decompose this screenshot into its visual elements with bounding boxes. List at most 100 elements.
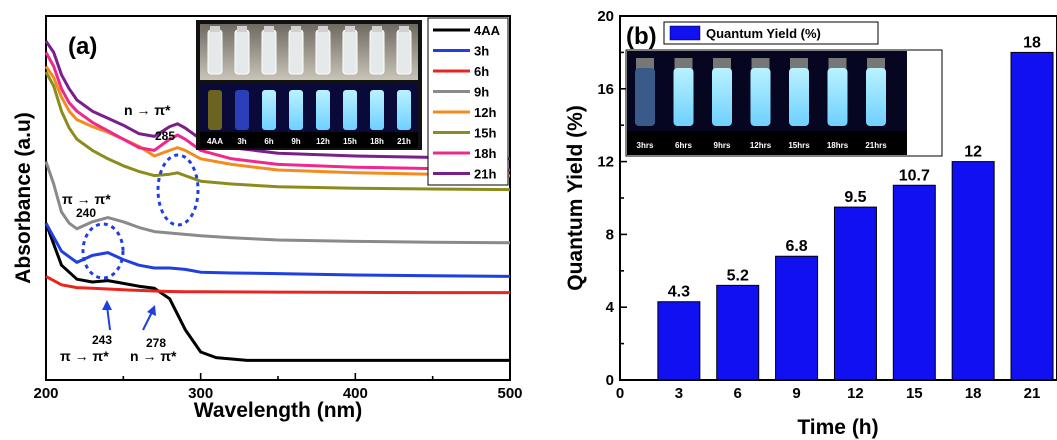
inset-vial-label: 15h <box>343 137 357 146</box>
dotted-ellipse-285 <box>156 153 200 227</box>
panel-b-inset-photo: 3hrs 6hrs 9hrs 12hrs 15hrs 18hrs 21hrs <box>625 49 943 157</box>
daylight-vial-cap <box>345 26 355 32</box>
panel-b-vial-label: 6hrs <box>675 141 692 150</box>
daylight-vial <box>369 29 385 75</box>
panel-b-x-axis-label: Time (h) <box>797 416 878 439</box>
legend-label-9h: 9h <box>474 85 489 100</box>
panel-b-y-tick-label: 4 <box>606 299 615 316</box>
panel-b-x-tick-label: 6 <box>734 385 742 402</box>
panel-b-legend-label: Quantum Yield (%) <box>706 26 821 41</box>
series-line-18h <box>44 51 511 172</box>
arrow-head-243 <box>102 300 112 310</box>
legend-label-21h: 21h <box>474 167 496 182</box>
uv-vial <box>827 68 848 126</box>
panel-a-y-axis-label: Absorbance (a.u) <box>12 112 35 284</box>
panel-b-vial-label: 9hrs <box>714 141 731 150</box>
bar-value-label: 12 <box>964 144 982 161</box>
panel-a-x-tick-label: 300 <box>188 385 213 402</box>
daylight-vial-cap <box>237 26 247 32</box>
panel-b-vial-label: 3hrs <box>637 141 654 150</box>
inset-label-strip <box>200 132 418 148</box>
annotation-pi-pi-star-243: π → π* <box>60 348 109 364</box>
series-line-6h <box>45 275 510 295</box>
legend-label-18h: 18h <box>474 146 496 161</box>
panel-b-legend-swatch <box>669 25 701 41</box>
bar-21h <box>1010 51 1054 381</box>
daylight-vial-cap <box>210 26 220 32</box>
uv-vial-cap <box>867 58 885 70</box>
panel-b-label: (b) <box>626 23 657 50</box>
daylight-vial <box>396 29 412 75</box>
inset-vial-label: 18h <box>370 137 384 146</box>
inset-vial-label: 6h <box>264 137 273 146</box>
panel-b-y-tick-label: 16 <box>597 81 614 98</box>
uv-vial-cap <box>828 58 847 70</box>
bar-6h <box>716 284 760 381</box>
uv-vial <box>370 90 384 130</box>
panel-b-x-tick-label: 21 <box>1024 385 1041 402</box>
bar-15h <box>892 184 936 381</box>
uv-vial <box>750 68 771 126</box>
annotation-pi-pi-star-240: π → π* <box>62 191 111 207</box>
panel-a-label: (a) <box>68 33 97 60</box>
panel-b-y-tick-label: 8 <box>606 226 614 243</box>
annotation-peak-278: 278 <box>146 336 166 350</box>
arrow-278 <box>142 311 153 331</box>
bar-3h <box>657 301 701 381</box>
panel-b-x-tick-label: 3 <box>675 385 683 402</box>
panel-a-x-axis-label: Wavelength (nm) <box>194 399 362 422</box>
panel-b-y-tick-label: 12 <box>597 154 614 171</box>
annotation-n-pi-star-285: n → π* <box>124 102 171 118</box>
inset-daylight-panel <box>200 24 418 80</box>
inset-vial-label: 4AA <box>207 137 223 146</box>
series-line-21h <box>44 40 511 161</box>
panel-a-x-tick-label: 400 <box>343 385 368 402</box>
uv-vial <box>316 90 330 130</box>
uv-vial <box>235 90 249 130</box>
panel-a-x-tick-label: 500 <box>497 385 522 402</box>
daylight-vial-cap <box>291 26 301 32</box>
panel-b-y-axis-label: Quantum Yield (%) <box>564 105 587 291</box>
uv-vial <box>343 90 357 130</box>
series-line-12h <box>44 65 511 178</box>
bar-9h <box>775 255 819 381</box>
bar-value-label: 5.2 <box>727 267 749 284</box>
panel-b-vial-label: 15hrs <box>788 141 810 150</box>
bar-value-label: 6.8 <box>785 238 807 255</box>
uv-vial-cap <box>674 58 693 70</box>
series-line-3h <box>44 222 511 278</box>
panel-b-x-tick-label: 18 <box>965 385 982 402</box>
daylight-vial <box>288 29 304 75</box>
uv-vial <box>635 68 655 126</box>
daylight-vial <box>315 29 331 75</box>
panel-b-x-tick-label: 12 <box>847 385 864 402</box>
panel-b-x-tick-label: 15 <box>906 385 923 402</box>
daylight-vial <box>234 29 250 75</box>
inset-vial-label: 3h <box>237 137 246 146</box>
uv-vial <box>262 90 276 130</box>
panel-b-x-tick-label: 9 <box>792 385 800 402</box>
daylight-vial <box>261 29 277 75</box>
panel-b-legend: Quantum Yield (%) <box>663 21 879 45</box>
uv-vial-cap <box>713 58 731 70</box>
annotation-n-pi-star-278: n → π* <box>130 348 177 364</box>
daylight-vial-cap <box>318 26 328 32</box>
legend-label-3h: 3h <box>474 44 489 59</box>
bar-value-label: 10.7 <box>899 167 930 184</box>
bar-value-label: 4.3 <box>668 284 690 301</box>
panel-b-x-tick-label: 0 <box>616 385 624 402</box>
legend-label-15h: 15h <box>474 126 496 141</box>
inset-vial-label: 12h <box>316 137 330 146</box>
uv-vial <box>673 68 694 126</box>
series-line-4AA <box>44 222 510 362</box>
panel-b-y-tick-label: 0 <box>606 372 614 389</box>
uv-vial <box>289 90 303 130</box>
daylight-vial-cap <box>372 26 382 32</box>
legend-box <box>427 17 509 186</box>
daylight-vial <box>342 29 358 75</box>
panel-b-vial-label: 12hrs <box>750 141 772 150</box>
panel-a-inset-photo: 4AA 3h 6h 9h 12h 15h 18h 21h <box>196 20 422 150</box>
uv-vial-cap <box>790 58 808 70</box>
legend-label-4AA: 4AA <box>474 23 501 38</box>
bar-value-label: 9.5 <box>844 189 866 206</box>
